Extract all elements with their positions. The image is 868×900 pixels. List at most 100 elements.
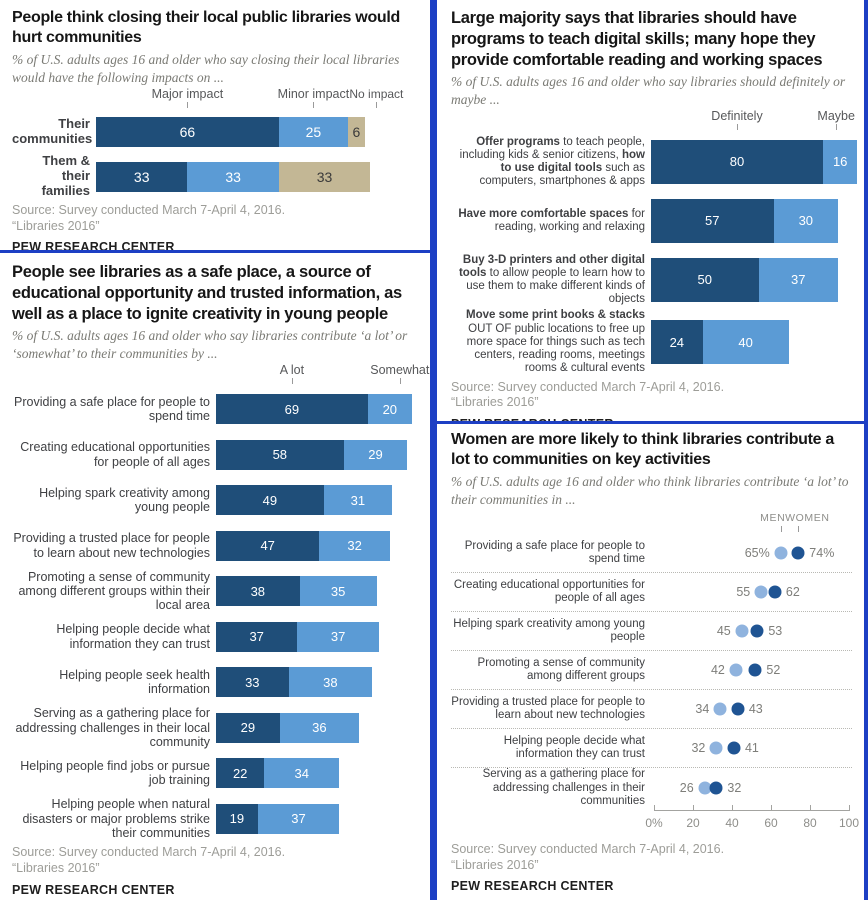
- pew-footer: PEW RESEARCH CENTER: [451, 879, 614, 894]
- women-dot: [727, 741, 741, 755]
- panel-title: Women are more likely to think libraries…: [451, 431, 835, 469]
- bar-row: Providing a safe place for people to spe…: [12, 386, 418, 432]
- source-line: “Libraries 2016”: [451, 857, 539, 872]
- category-label: Serving as a gathering place for address…: [15, 706, 210, 749]
- gender-comparison-chart: MEN WOMEN Providing a safe place for peopl…: [451, 510, 859, 838]
- chart-legend: Major impact Minor impact No impact: [12, 87, 418, 110]
- bar-row: Their communities 66 25 6: [12, 110, 418, 154]
- men-value: 32: [691, 741, 706, 756]
- closing-impact-chart: Major impact Minor impact No impact Their c…: [12, 87, 418, 199]
- panel-subtitle: % of U.S. adults ages 16 and older who s…: [12, 52, 400, 85]
- axis-tick: [654, 805, 655, 812]
- women-dot: [768, 585, 782, 599]
- women-value: 53: [768, 624, 783, 639]
- bar-segment-no-impact: 33: [278, 161, 371, 192]
- source-line: “Libraries 2016”: [451, 395, 539, 410]
- bar-segment-definitely: 24: [651, 320, 703, 365]
- stacked-bar: 50 37: [651, 257, 839, 302]
- axis-tick: [771, 805, 772, 812]
- source-note: Source: Survey conducted March 7-April 4…: [12, 203, 418, 234]
- chart-legend: A lot Somewhat: [12, 363, 429, 386]
- axis-tick-label: 0%: [645, 816, 663, 831]
- bar-segment-a-lot: 47: [216, 530, 320, 561]
- dot-row: Promoting a sense of community among dif…: [451, 651, 852, 691]
- axis-tick-label: 100: [838, 816, 860, 831]
- bar-segment-definitely: 57: [651, 198, 774, 243]
- category-label: Move some print books & stacks OUT OF pu…: [466, 309, 645, 375]
- axis-tick-label: 40: [725, 816, 739, 831]
- panel-subtitle: % of U.S. adults age 16 and older who th…: [451, 474, 849, 507]
- category-label: Promoting a sense of community among dif…: [477, 657, 645, 683]
- stacked-bar: 33 38: [216, 667, 373, 698]
- women-value: 32: [727, 781, 742, 796]
- bar-segment-definitely: 50: [651, 257, 759, 302]
- source-line: Source: Survey conducted March 7-April 4…: [451, 379, 725, 394]
- bar-segment-major-impact: 66: [96, 117, 279, 148]
- bar-segment-somewhat: 32: [319, 530, 390, 561]
- men-dot: [735, 624, 749, 638]
- stacked-bar: 58 29: [216, 439, 408, 470]
- pew-footer: PEW RESEARCH CENTER: [12, 882, 175, 897]
- dot-plot-area: 42 52: [654, 651, 852, 689]
- x-axis: 0% 20 40 60 80 100: [645, 805, 859, 838]
- pew-footer: PEW RESEARCH CENTER: [12, 240, 175, 253]
- bar-segment-somewhat: 35: [299, 576, 377, 607]
- dot-plot-area: 65% 74%: [654, 534, 852, 572]
- men-value: 34: [695, 702, 710, 717]
- category-label: Helping spark creativity among young peo…: [39, 485, 210, 515]
- men-dot: [713, 702, 727, 716]
- stacked-bar: 57 30: [651, 198, 839, 243]
- category-label: Helping people seek health information: [59, 667, 210, 697]
- men-dot: [754, 585, 768, 599]
- bar-segment-a-lot: 22: [216, 758, 265, 789]
- legend-tick: [836, 124, 838, 131]
- women-value: 43: [748, 702, 763, 717]
- source-note: Source: Survey conducted March 7-April 4…: [451, 380, 858, 411]
- men-dot: [774, 546, 788, 560]
- category-label: Buy 3-D printers and other digital tools…: [458, 253, 645, 306]
- legend-tick: [187, 102, 189, 109]
- bar-segment-a-lot: 58: [216, 439, 344, 470]
- women-dot: [709, 781, 723, 795]
- bar-segment-maybe: 16: [823, 139, 858, 184]
- stacked-bar: 69 20: [216, 394, 412, 425]
- chart-legend: Definitely Maybe: [451, 109, 858, 132]
- right-edge-divider: [864, 0, 868, 900]
- legend-tick: [376, 102, 378, 109]
- dot-plot-area: 45 53: [654, 612, 852, 650]
- dot-row: Helping people decide what information t…: [451, 729, 852, 769]
- legend-label: A lot: [279, 363, 305, 378]
- bar-segment-somewhat: 34: [264, 758, 340, 789]
- bar-segment-major-impact: 33: [96, 161, 188, 192]
- bar-row: Helping people decide what information t…: [12, 614, 418, 660]
- bar-segment-somewhat: 20: [367, 394, 412, 425]
- source-line: “Libraries 2016”: [12, 218, 100, 233]
- bar-segment-maybe: 40: [702, 320, 789, 365]
- legend-tick: [798, 526, 800, 533]
- axis-tick: [849, 805, 850, 812]
- bar-row: Them & their families 33 33 33: [12, 153, 418, 199]
- stacked-bar: 22 34: [216, 758, 340, 789]
- stacked-bar: 49 31: [216, 485, 392, 516]
- legend-label: Somewhat: [370, 363, 430, 378]
- chart-legend: MEN WOMEN: [451, 510, 852, 534]
- bar-segment-minor-impact: 25: [278, 117, 349, 148]
- legend-tick: [737, 124, 738, 131]
- bar-segment-somewhat: 37: [297, 621, 379, 652]
- panel-title: People see libraries as a safe place, a …: [12, 263, 402, 323]
- category-label: Serving as a gathering place for address…: [482, 768, 645, 807]
- panel-title: Large majority says that libraries shoul…: [451, 9, 823, 69]
- legend-tick: [780, 526, 782, 533]
- bar-row: Promoting a sense of community among dif…: [12, 568, 418, 614]
- legend-tick: [399, 378, 401, 385]
- axis-tick-label: 60: [764, 816, 778, 831]
- bar-segment-a-lot: 49: [216, 485, 324, 516]
- men-dot: [698, 781, 712, 795]
- bar-segment-somewhat: 31: [323, 485, 392, 516]
- stacked-bar: 38 35: [216, 576, 377, 607]
- men-value: 45: [716, 624, 731, 639]
- stacked-bar: 66 25 6: [96, 117, 365, 148]
- panel-title: People think closing their local public …: [12, 9, 401, 47]
- women-value: 41: [744, 741, 759, 756]
